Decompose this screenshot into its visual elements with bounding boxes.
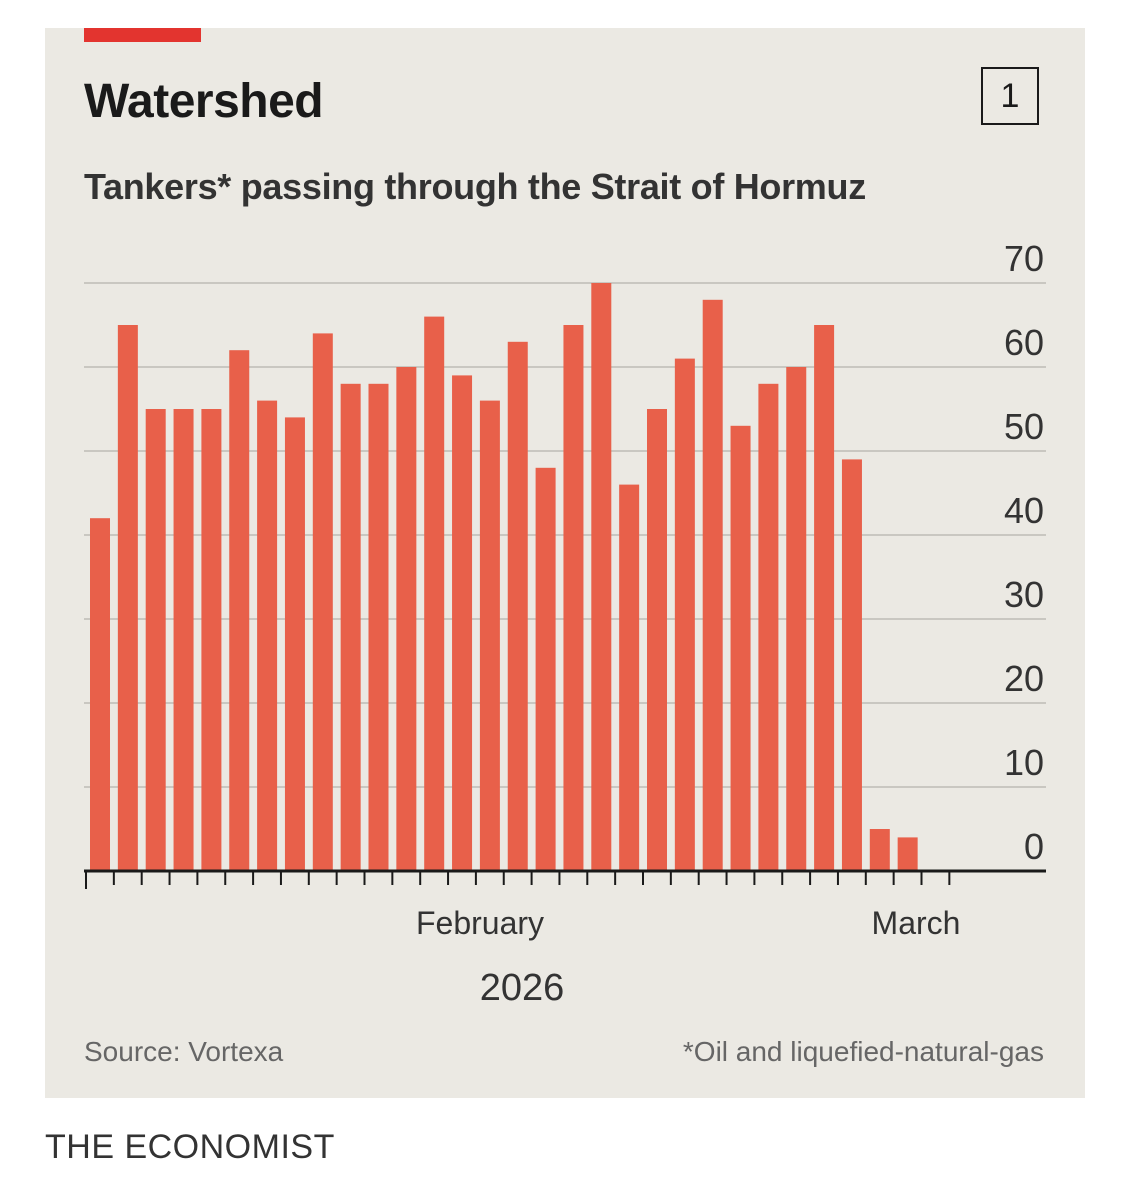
bar bbox=[702, 299, 723, 871]
y-tick-label: 60 bbox=[1004, 322, 1044, 363]
bar bbox=[229, 350, 250, 871]
bar bbox=[535, 467, 556, 871]
bar bbox=[897, 837, 918, 871]
bar bbox=[869, 829, 890, 871]
y-tick-label: 30 bbox=[1004, 574, 1044, 615]
y-tick-label: 10 bbox=[1004, 742, 1044, 783]
footnote: *Oil and liquefied-natural-gas bbox=[682, 1036, 1044, 1067]
bar bbox=[201, 409, 222, 871]
publisher-brand: THE ECONOMIST bbox=[45, 1128, 335, 1166]
y-tick-label: 0 bbox=[1024, 826, 1044, 867]
chart-title: Watershed bbox=[84, 75, 324, 128]
bar bbox=[173, 409, 194, 871]
bar bbox=[758, 383, 779, 871]
y-tick-label: 20 bbox=[1004, 658, 1044, 699]
bar bbox=[479, 400, 500, 871]
bar bbox=[368, 383, 389, 871]
bar bbox=[507, 341, 528, 871]
bar bbox=[257, 400, 278, 871]
bar bbox=[90, 518, 110, 871]
bar bbox=[117, 325, 138, 871]
bar bbox=[674, 358, 695, 872]
bar bbox=[396, 367, 417, 871]
bar bbox=[452, 375, 473, 871]
x-tick-label: February bbox=[416, 905, 544, 941]
x-tick-label: March bbox=[872, 905, 961, 941]
chart-number-badge: 1 bbox=[981, 67, 1039, 125]
y-tick-label: 40 bbox=[1004, 490, 1044, 531]
bar bbox=[647, 409, 667, 871]
bar bbox=[284, 417, 305, 871]
bar bbox=[619, 484, 640, 871]
x-axis-year-label: 2026 bbox=[480, 967, 565, 1009]
y-tick-label: 50 bbox=[1004, 406, 1044, 447]
bar bbox=[730, 425, 751, 871]
bar bbox=[814, 325, 835, 871]
bar bbox=[145, 409, 166, 871]
bar bbox=[312, 333, 333, 871]
bar bbox=[340, 383, 361, 871]
bar bbox=[591, 283, 612, 871]
chart-subtitle: Tankers* passing through the Strait of H… bbox=[84, 166, 866, 207]
bar bbox=[841, 459, 862, 871]
bar bbox=[786, 367, 807, 871]
source-note: Source: Vortexa bbox=[84, 1036, 284, 1067]
accent-bar bbox=[84, 28, 201, 42]
bar bbox=[563, 325, 584, 871]
bar bbox=[424, 316, 445, 872]
y-tick-label: 70 bbox=[1004, 238, 1044, 279]
